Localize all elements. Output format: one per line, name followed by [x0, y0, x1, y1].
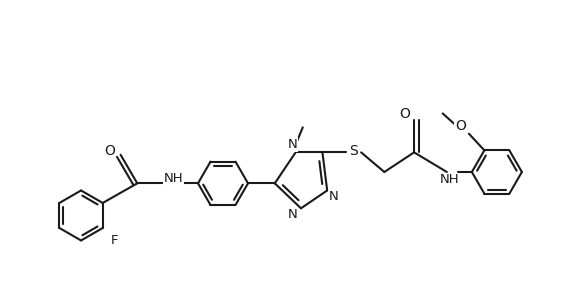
Text: O: O — [104, 144, 115, 158]
Text: NH: NH — [439, 173, 459, 186]
Text: O: O — [400, 107, 411, 121]
Text: NH: NH — [164, 172, 183, 185]
Text: F: F — [111, 234, 119, 247]
Text: N: N — [288, 208, 298, 221]
Text: N: N — [288, 138, 298, 151]
Text: N: N — [328, 190, 338, 203]
Text: S: S — [349, 143, 358, 158]
Text: O: O — [455, 119, 466, 133]
